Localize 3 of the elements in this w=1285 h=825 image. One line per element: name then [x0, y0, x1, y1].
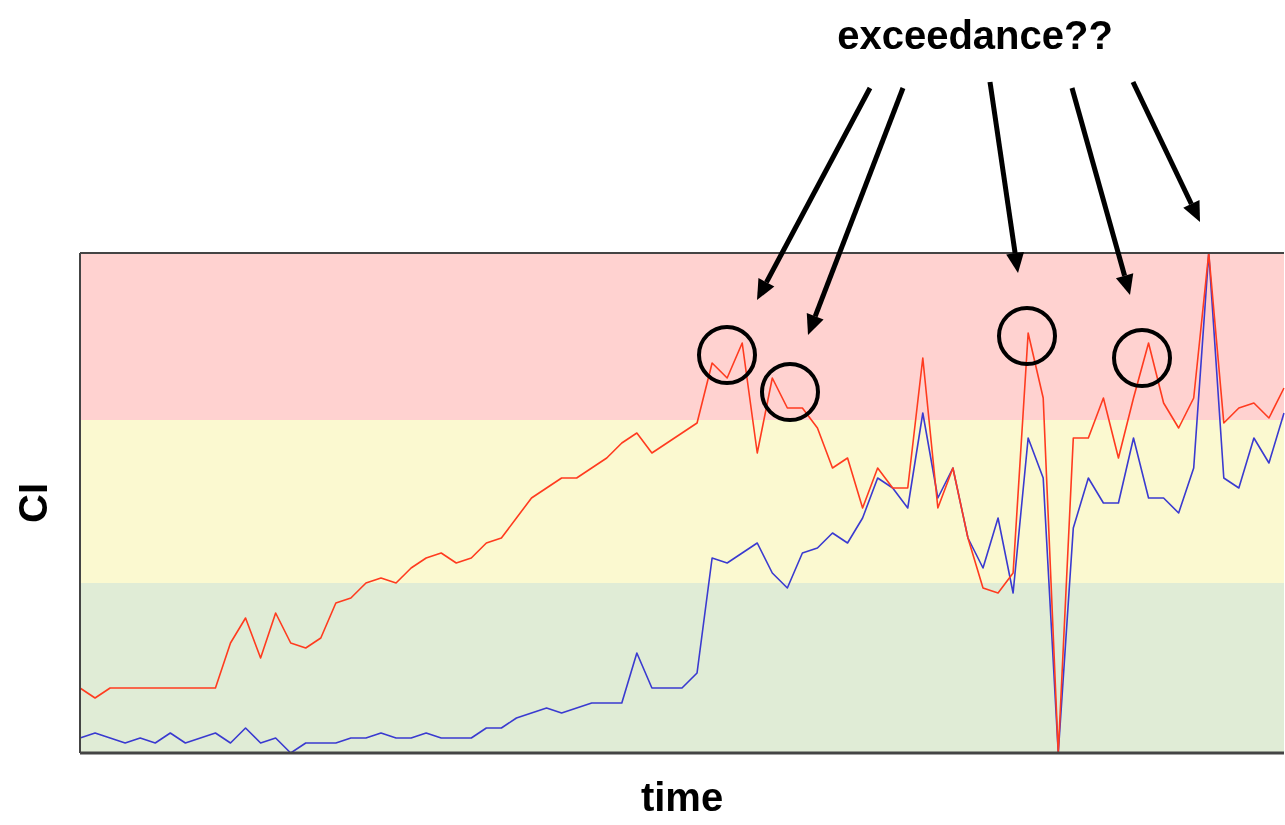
text: exceedance?? — [837, 13, 1113, 58]
x-axis-title: time — [640, 775, 724, 820]
y-axis-title: CI — [11, 483, 56, 523]
